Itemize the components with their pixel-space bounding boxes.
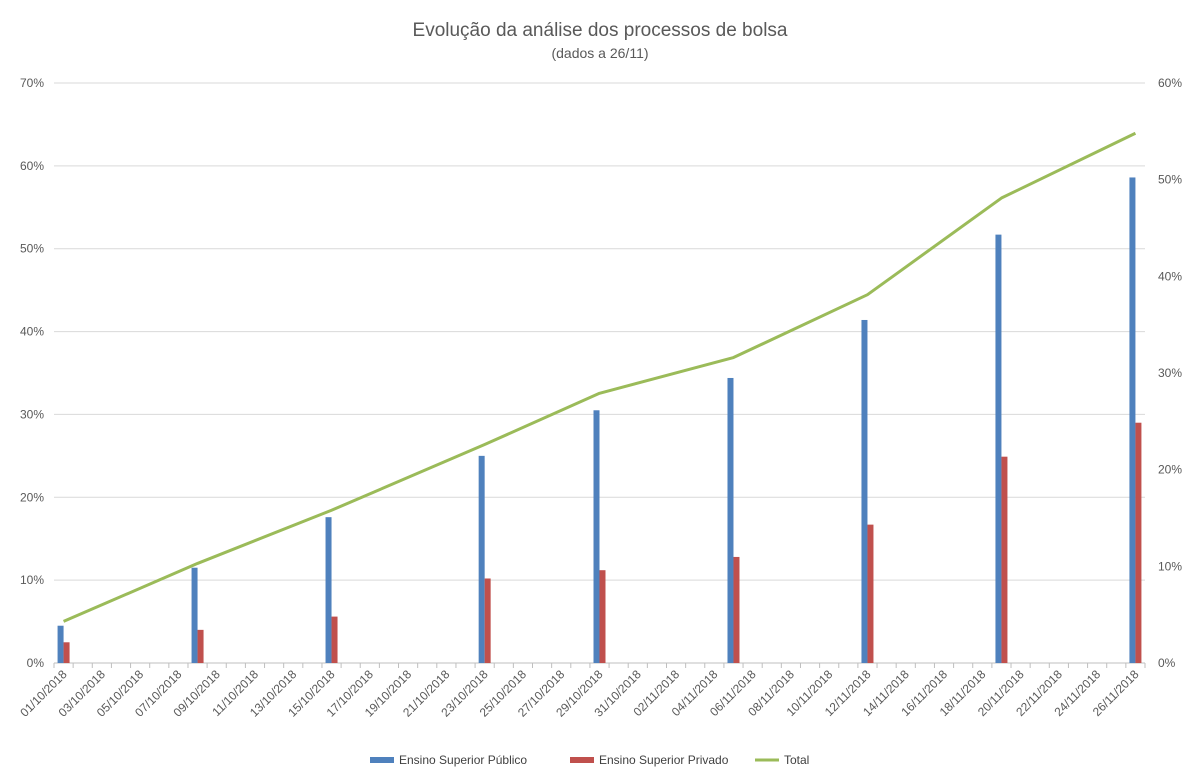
- left-tick-label: 20%: [20, 490, 44, 504]
- right-tick-label: 0%: [1158, 656, 1176, 670]
- bar-privado: [197, 629, 204, 663]
- legend-label: Ensino Superior Público: [399, 753, 527, 767]
- bar-privado: [1135, 422, 1142, 663]
- bar-privado: [331, 616, 338, 663]
- left-tick-label: 40%: [20, 325, 44, 339]
- total-line-path: [62, 131, 1137, 623]
- left-tick-label: 30%: [20, 407, 44, 421]
- right-tick-label: 60%: [1158, 76, 1182, 90]
- legend-label: Ensino Superior Privado: [599, 753, 729, 767]
- left-tick-label: 0%: [27, 656, 45, 670]
- bar-publico: [57, 625, 64, 663]
- left-tick-label: 70%: [20, 76, 44, 90]
- bar-privado: [599, 570, 606, 663]
- right-axis: 0% 10% 20% 30% 40% 50% 60%: [1158, 76, 1182, 670]
- bar-publico: [325, 517, 332, 663]
- x-axis: 01/10/201803/10/201805/10/201807/10/2018…: [17, 663, 1146, 720]
- bar-privado: [867, 524, 874, 663]
- bar-privado: [63, 642, 70, 663]
- total-line: [62, 131, 1137, 623]
- legend-label: Total: [784, 753, 809, 767]
- right-tick-label: 50%: [1158, 173, 1182, 187]
- left-tick-label: 50%: [20, 242, 44, 256]
- right-tick-label: 40%: [1158, 269, 1182, 283]
- bar-publico: [727, 377, 734, 663]
- bar-publico: [1129, 177, 1136, 663]
- legend-swatch: [370, 757, 394, 763]
- legend: Ensino Superior Público Ensino Superior P…: [370, 753, 809, 767]
- left-tick-label: 10%: [20, 573, 44, 587]
- bar-privado: [733, 556, 740, 663]
- left-tick-label: 60%: [20, 159, 44, 173]
- bar-publico: [995, 234, 1002, 663]
- bar-publico: [593, 410, 600, 663]
- bar-privado: [484, 578, 491, 663]
- bar-publico: [191, 567, 198, 663]
- right-tick-label: 20%: [1158, 463, 1182, 477]
- bar-publico: [478, 455, 485, 663]
- bars: [57, 177, 1142, 663]
- legend-swatch: [570, 757, 594, 763]
- bar-publico: [861, 319, 868, 663]
- left-axis: 0% 10% 20% 30% 40% 50% 60% 70%: [20, 76, 44, 670]
- right-tick-label: 10%: [1158, 559, 1182, 573]
- bar-privado: [1001, 456, 1008, 663]
- chart-subtitle: (dados a 26/11): [551, 45, 648, 61]
- chart-title: Evolução da análise dos processos de bol…: [413, 20, 788, 41]
- right-tick-label: 30%: [1158, 366, 1182, 380]
